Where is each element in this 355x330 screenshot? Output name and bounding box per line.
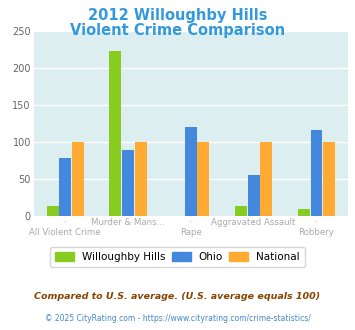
Bar	[248, 175, 260, 216]
Bar	[260, 142, 272, 216]
Bar	[122, 149, 134, 216]
Bar	[235, 206, 247, 216]
Text: Robbery: Robbery	[299, 228, 334, 237]
Text: 2012 Willoughby Hills: 2012 Willoughby Hills	[88, 8, 267, 23]
Legend: Willoughby Hills, Ohio, National: Willoughby Hills, Ohio, National	[50, 247, 305, 267]
Bar	[135, 142, 147, 216]
Text: Murder & Mans...: Murder & Mans...	[91, 218, 165, 227]
Text: © 2025 CityRating.com - https://www.cityrating.com/crime-statistics/: © 2025 CityRating.com - https://www.city…	[45, 314, 310, 323]
Text: Aggravated Assault: Aggravated Assault	[212, 218, 296, 227]
Bar	[311, 130, 322, 216]
Bar	[47, 206, 59, 216]
Bar	[185, 127, 197, 216]
Bar	[72, 142, 84, 216]
Bar	[197, 142, 209, 216]
Text: Violent Crime Comparison: Violent Crime Comparison	[70, 23, 285, 38]
Bar	[298, 209, 310, 216]
Bar	[109, 50, 121, 216]
Bar	[59, 158, 71, 216]
Text: All Violent Crime: All Violent Crime	[29, 228, 101, 237]
Text: Compared to U.S. average. (U.S. average equals 100): Compared to U.S. average. (U.S. average …	[34, 292, 321, 301]
Bar	[323, 142, 335, 216]
Text: Rape: Rape	[180, 228, 202, 237]
